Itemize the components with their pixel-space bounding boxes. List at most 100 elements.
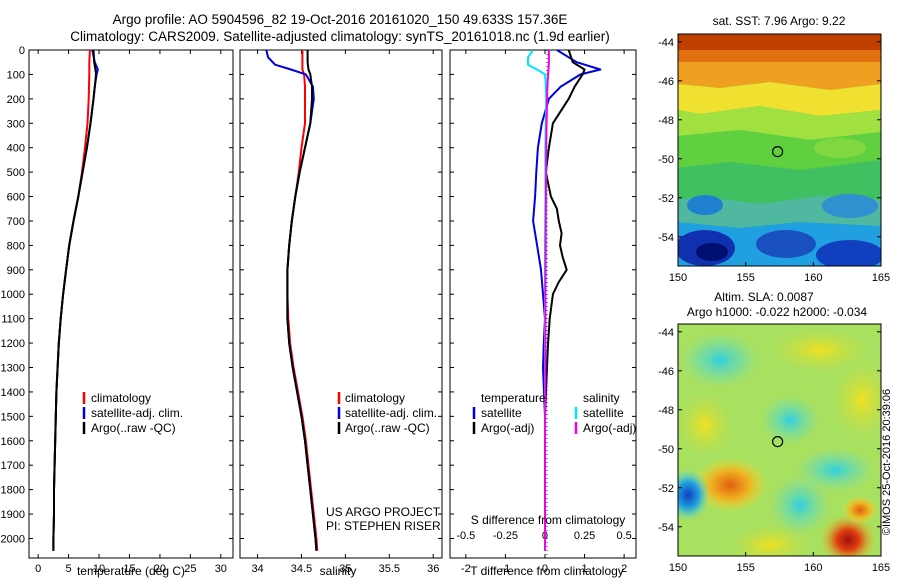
x-tick-label: 25 xyxy=(184,563,196,575)
lon-tick-label: 160 xyxy=(804,272,822,284)
depth-tick-label: 1800 xyxy=(1,485,25,497)
x-tick-label: 36 xyxy=(427,563,439,575)
depth-tick-label: 700 xyxy=(7,216,25,228)
lat-tick-label: -54 xyxy=(658,232,674,244)
x-tick-label: 20 xyxy=(154,563,166,575)
lon-tick-label: 160 xyxy=(804,562,822,574)
pi-annotation: PI: STEPHEN RISER xyxy=(326,519,441,533)
lat-tick-label: -48 xyxy=(658,405,674,417)
x-tick-label: 1 xyxy=(581,563,587,575)
t-difference-axis-label: T difference from climatology xyxy=(470,564,624,578)
salinity-legend: climatology satellite-adj. clim. Argo(..… xyxy=(337,391,437,435)
lon-tick-label: 150 xyxy=(669,272,687,284)
salinity-plot-frame xyxy=(239,49,443,559)
depth-tick-label: 1100 xyxy=(1,314,25,326)
lat-tick-label: -44 xyxy=(658,37,674,49)
legend-label-s-argo: Argo(-adj) xyxy=(583,421,636,435)
lat-tick-label: -46 xyxy=(658,76,674,88)
depth-tick-label: 1700 xyxy=(1,460,25,472)
imos-watermark: ©IMOS 25-Oct-2016 20:39:06 xyxy=(881,389,893,535)
depth-tick-label: 100 xyxy=(7,69,25,81)
sla-map-title-line1: Altim. SLA: 0.0087 xyxy=(714,290,814,304)
x-tick-label: 0 xyxy=(35,563,41,575)
sla-latitude-ticks: -44 -46 -48 -50 -52 -54 xyxy=(658,327,881,534)
lon-tick-label: 165 xyxy=(872,272,890,284)
sla-map-frame xyxy=(677,323,882,557)
sst-map-title: sat. SST: 7.96 Argo: 9.22 xyxy=(713,14,846,28)
temperature-profile-lines xyxy=(52,50,99,551)
argo-float-marker xyxy=(771,146,784,158)
x-tick-label: 0 xyxy=(542,563,548,575)
lon-tick-label: 150 xyxy=(669,562,687,574)
s-diff-tick-label: 0.5 xyxy=(616,530,631,542)
salinity-axis-label: salinity xyxy=(320,564,357,578)
sla-map-panel: Altim. SLA: 0.0087 Argo h1000: -0.022 h2… xyxy=(658,290,893,574)
s-difference-axis-label: S difference from climatology xyxy=(471,513,626,527)
lon-tick-label: 155 xyxy=(736,272,754,284)
difference-panel: -2 -1 0 1 2 -0.5 -0.25 0 0.25 0.5 T difference f… xyxy=(449,49,637,578)
series-line-argo-raw-qc xyxy=(52,50,97,551)
x-tick-label: 35.5 xyxy=(379,563,400,575)
x-tick-label: 10 xyxy=(93,563,105,575)
x-tick-label: 15 xyxy=(123,563,135,575)
sla-heatmap xyxy=(678,324,881,556)
depth-tick-label: 1000 xyxy=(1,289,25,301)
t-difference-axis-ticks: -2 -1 0 1 2 xyxy=(461,50,627,575)
temperature-legend: climatology satellite-adj. clim. Argo(..… xyxy=(82,391,183,435)
depth-tick-label: 300 xyxy=(7,118,25,130)
depth-tick-label: 2000 xyxy=(1,533,25,545)
x-tick-label: 35 xyxy=(339,563,351,575)
lat-tick-label: -48 xyxy=(658,115,674,127)
x-tick-label: 2 xyxy=(621,563,627,575)
lat-tick-label: -52 xyxy=(658,193,674,205)
sla-longitude-ticks: 150 155 160 165 xyxy=(669,552,890,574)
temperature-axis-ticks: 0 5 10 15 20 25 30 xyxy=(35,50,227,575)
sst-map-frame xyxy=(677,33,882,267)
depth-tick-label: 1400 xyxy=(1,387,25,399)
depth-tick-label: 600 xyxy=(7,192,25,204)
difference-depth-ticks xyxy=(450,49,636,539)
depth-tick-label: 1300 xyxy=(1,363,25,375)
legend-label-climatology: climatology xyxy=(91,391,151,405)
series-line-temperature-argo-adj xyxy=(544,50,586,551)
legend-label-satellite: satellite-adj. clim. xyxy=(91,406,183,420)
lat-tick-label: -50 xyxy=(658,444,674,456)
lat-tick-label: -52 xyxy=(658,483,674,495)
depth-tick-label: 200 xyxy=(7,94,25,106)
project-annotation: US ARGO PROJECT xyxy=(326,505,441,519)
series-line-argo-raw-qc xyxy=(286,50,318,551)
legend-label-s-satellite: satellite xyxy=(583,406,624,420)
depth-tick-label: 500 xyxy=(7,167,25,179)
depth-tick-label: 0 xyxy=(19,45,25,57)
lat-tick-label: -46 xyxy=(658,366,674,378)
lat-tick-label: -44 xyxy=(658,327,674,339)
sst-latitude-ticks: -44 -46 -48 -50 -52 -54 xyxy=(658,37,881,244)
depth-axis-ticks: 0 100 200 300 400 500 600 700 800 900 1000 1100 1200… xyxy=(1,45,233,545)
sla-map-title-line2: Argo h1000: -0.022 h2000: -0.034 xyxy=(687,305,867,319)
temperature-axis-label: temperature (deg C) xyxy=(77,564,185,578)
difference-profile-lines xyxy=(527,50,602,551)
temperature-plot-frame xyxy=(28,49,234,559)
salinity-profile-lines xyxy=(265,50,319,551)
salinity-depth-ticks xyxy=(240,49,442,539)
depth-tick-label: 1600 xyxy=(1,436,25,448)
legend-label-t-argo: Argo(-adj) xyxy=(481,421,534,435)
legend-label-argo: Argo(..raw -QC) xyxy=(91,421,176,435)
x-tick-label: 5 xyxy=(66,563,72,575)
difference-legend: temperature salinity satellite Argo(-adj… xyxy=(472,391,636,435)
s-diff-tick-label: -0.5 xyxy=(456,530,475,542)
lon-tick-label: 155 xyxy=(736,562,754,574)
x-tick-label: -1 xyxy=(501,563,511,575)
lat-tick-label: -50 xyxy=(658,154,674,166)
lon-tick-label: 165 xyxy=(872,562,890,574)
sst-longitude-ticks: 150 155 160 165 xyxy=(669,262,890,284)
x-tick-label: 34.5 xyxy=(291,563,312,575)
lat-tick-label: -54 xyxy=(658,522,674,534)
legend-label-satellite: satellite-adj. clim. xyxy=(345,406,437,420)
legend-label-t-satellite: satellite xyxy=(481,406,522,420)
legend-header-temperature: temperature xyxy=(481,391,546,405)
salinity-axis-ticks: 34 34.5 35 35.5 36 xyxy=(251,50,439,575)
depth-tick-label: 1200 xyxy=(1,338,25,350)
legend-label-argo: Argo(..raw -QC) xyxy=(345,421,430,435)
